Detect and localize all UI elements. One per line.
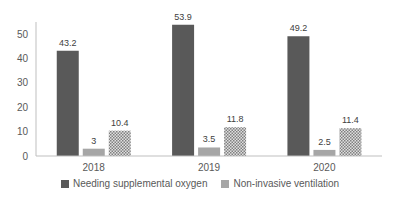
- html-text:Non-invasive ventilation: Non-invasive ventilation: [233, 178, 340, 189]
- html-text:Needing supplemental oxygen: Needing supplemental oxygen: [72, 178, 208, 189]
- svg-text:43.2: 43.2: [59, 38, 77, 48]
- svg-text:50: 50: [17, 29, 29, 40]
- svg-text:2020: 2020: [313, 162, 336, 173]
- svg-text:0: 0: [22, 151, 28, 162]
- svg-text:10.4: 10.4: [111, 118, 129, 128]
- svg-text:3.5: 3.5: [203, 134, 216, 144]
- svg-text:2019: 2019: [198, 162, 221, 173]
- svg-text:10: 10: [17, 126, 29, 137]
- svg-text:3: 3: [91, 136, 96, 146]
- svg-text:2018: 2018: [83, 162, 106, 173]
- svg-text:49.2: 49.2: [290, 23, 308, 33]
- svg-text:11.8: 11.8: [227, 114, 244, 124]
- svg-text:53.9: 53.9: [174, 12, 192, 22]
- svg-text:2.5: 2.5: [318, 137, 331, 147]
- svg-text:30: 30: [17, 77, 29, 88]
- svg-text:40: 40: [17, 53, 29, 64]
- svg-text:11.4: 11.4: [342, 115, 359, 125]
- svg-text:20: 20: [17, 102, 29, 113]
